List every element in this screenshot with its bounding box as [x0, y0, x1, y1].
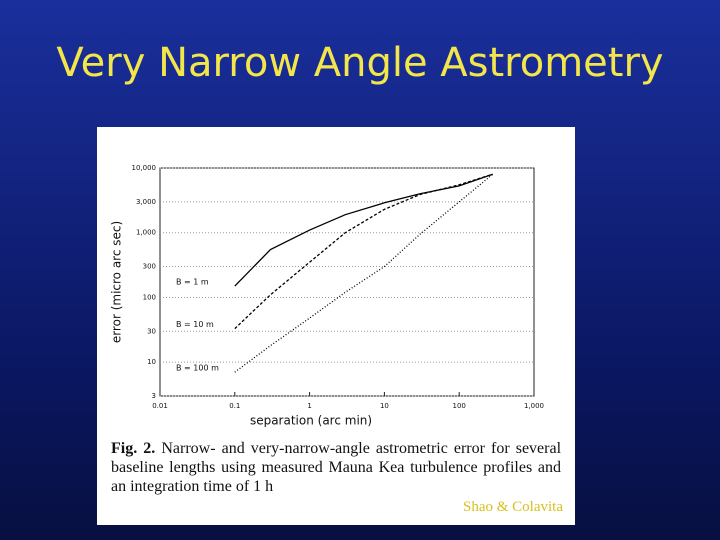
series-label: B = 10 m — [176, 320, 214, 329]
y-tick-label: 3 — [152, 392, 156, 400]
y-tick-label: 1,000 — [136, 229, 156, 237]
y-tick-label: 100 — [143, 293, 156, 301]
y-tick-label: 10,000 — [132, 164, 157, 172]
caption-text: Narrow- and very-narrow-angle astrometri… — [111, 440, 562, 495]
x-axis-label: separation (arc min) — [250, 414, 372, 428]
caption: Fig. 2. Narrow- and very-narrow-angle as… — [111, 439, 561, 496]
x-tick-label: 1 — [307, 402, 311, 410]
y-tick-label: 3,000 — [136, 198, 156, 206]
x-tick-label: 0.1 — [229, 402, 240, 410]
slide-title: Very Narrow Angle Astrometry — [56, 40, 664, 86]
y-axis-label: error (micro arc sec) — [110, 221, 124, 343]
y-tick-label: 300 — [143, 263, 156, 271]
x-tick-label: 0.01 — [152, 402, 168, 410]
y-tick-label: 10 — [147, 358, 156, 366]
y-tick-label: 30 — [147, 327, 156, 335]
chart: separation (arc min) error (micro arc se… — [110, 164, 545, 428]
x-tick-label: 10 — [380, 402, 389, 410]
series-line — [234, 173, 493, 287]
series-label: B = 100 m — [176, 364, 219, 373]
credit: Shao & Colavita — [463, 499, 563, 515]
figure-panel: separation (arc min) error (micro arc se… — [97, 127, 575, 525]
x-tick-label: 1,000 — [524, 402, 544, 410]
caption-label: Fig. 2. — [111, 440, 156, 457]
x-tick-label: 100 — [453, 402, 466, 410]
series-line — [234, 173, 493, 330]
series-line — [234, 173, 494, 373]
series-label: B = 1 m — [176, 278, 209, 287]
